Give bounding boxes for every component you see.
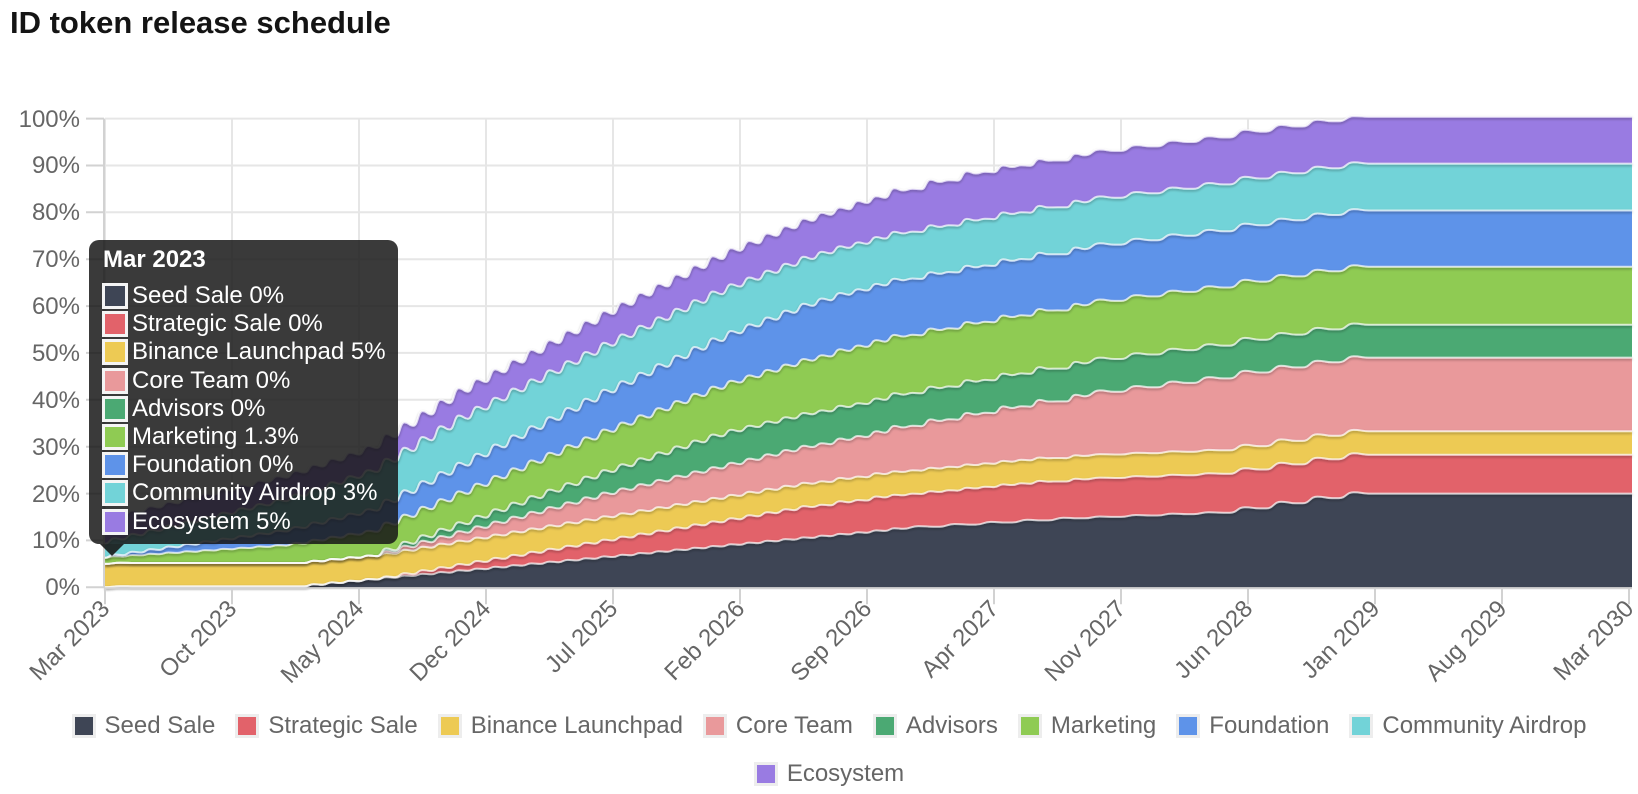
svg-text:Mar 2030: Mar 2030 bbox=[1548, 595, 1638, 686]
svg-text:0%: 0% bbox=[45, 574, 80, 601]
svg-text:40%: 40% bbox=[32, 387, 80, 414]
svg-text:Oct 2023: Oct 2023 bbox=[154, 595, 242, 683]
svg-text:80%: 80% bbox=[32, 199, 80, 226]
svg-text:60%: 60% bbox=[32, 293, 80, 320]
svg-text:30%: 30% bbox=[32, 434, 80, 461]
svg-text:70%: 70% bbox=[32, 246, 80, 273]
svg-text:90%: 90% bbox=[32, 152, 80, 179]
svg-text:Dec 2024: Dec 2024 bbox=[404, 595, 496, 687]
svg-text:10%: 10% bbox=[32, 527, 80, 554]
svg-text:Jul 2025: Jul 2025 bbox=[540, 595, 623, 678]
svg-text:Sep 2026: Sep 2026 bbox=[785, 595, 877, 687]
svg-text:20%: 20% bbox=[32, 481, 80, 508]
svg-text:Jan 2029: Jan 2029 bbox=[1296, 595, 1385, 684]
svg-text:100%: 100% bbox=[19, 106, 80, 133]
svg-text:Aug 2029: Aug 2029 bbox=[1420, 595, 1512, 687]
svg-text:Nov 2027: Nov 2027 bbox=[1039, 595, 1131, 687]
svg-text:50%: 50% bbox=[32, 340, 80, 367]
svg-text:May 2024: May 2024 bbox=[276, 595, 370, 689]
svg-text:Jun 2028: Jun 2028 bbox=[1169, 595, 1258, 684]
svg-text:Feb 2026: Feb 2026 bbox=[659, 595, 750, 686]
svg-text:Apr 2027: Apr 2027 bbox=[916, 595, 1004, 683]
svg-text:Mar 2023: Mar 2023 bbox=[24, 595, 115, 686]
